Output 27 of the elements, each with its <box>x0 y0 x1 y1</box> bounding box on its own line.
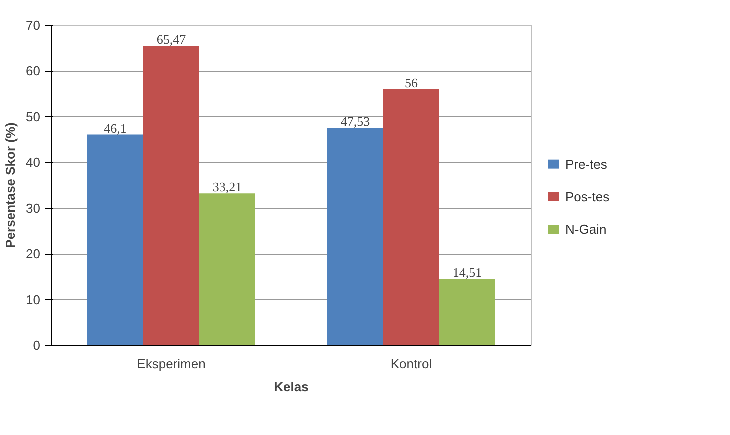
y-tick-label: 50 <box>26 109 41 124</box>
y-axis-title: Persentase Skor (%) <box>3 122 18 248</box>
y-tick-label: 60 <box>26 64 41 79</box>
data-label: 47,53 <box>340 114 370 130</box>
y-tick-label: 10 <box>26 292 41 308</box>
data-label: 65,47 <box>156 32 187 48</box>
bar <box>88 134 144 346</box>
y-tick-label: 70 <box>26 18 41 33</box>
bar <box>200 194 256 346</box>
x-tick-label: Kontrol <box>390 356 432 372</box>
bar <box>144 46 200 346</box>
bar <box>384 90 440 346</box>
bar <box>328 128 384 346</box>
data-label: 33,21 <box>212 180 242 195</box>
x-tick-label: Eksperimen <box>137 356 206 372</box>
y-tick-label: 20 <box>26 246 41 262</box>
data-label: 14,51 <box>452 265 482 280</box>
legend-label: Pos-tes <box>566 190 610 204</box>
bar <box>440 279 496 346</box>
data-label: 46,1 <box>104 120 127 136</box>
y-tick-label: 40 <box>26 155 41 170</box>
y-tick-label: 0 <box>33 338 41 353</box>
x-axis-title: Kelas <box>274 380 309 394</box>
legend-label: N-Gain <box>566 222 607 238</box>
y-tick-label: 30 <box>26 200 41 216</box>
data-label: 56 <box>405 76 418 90</box>
legend-label: Pre-tes <box>566 156 608 172</box>
